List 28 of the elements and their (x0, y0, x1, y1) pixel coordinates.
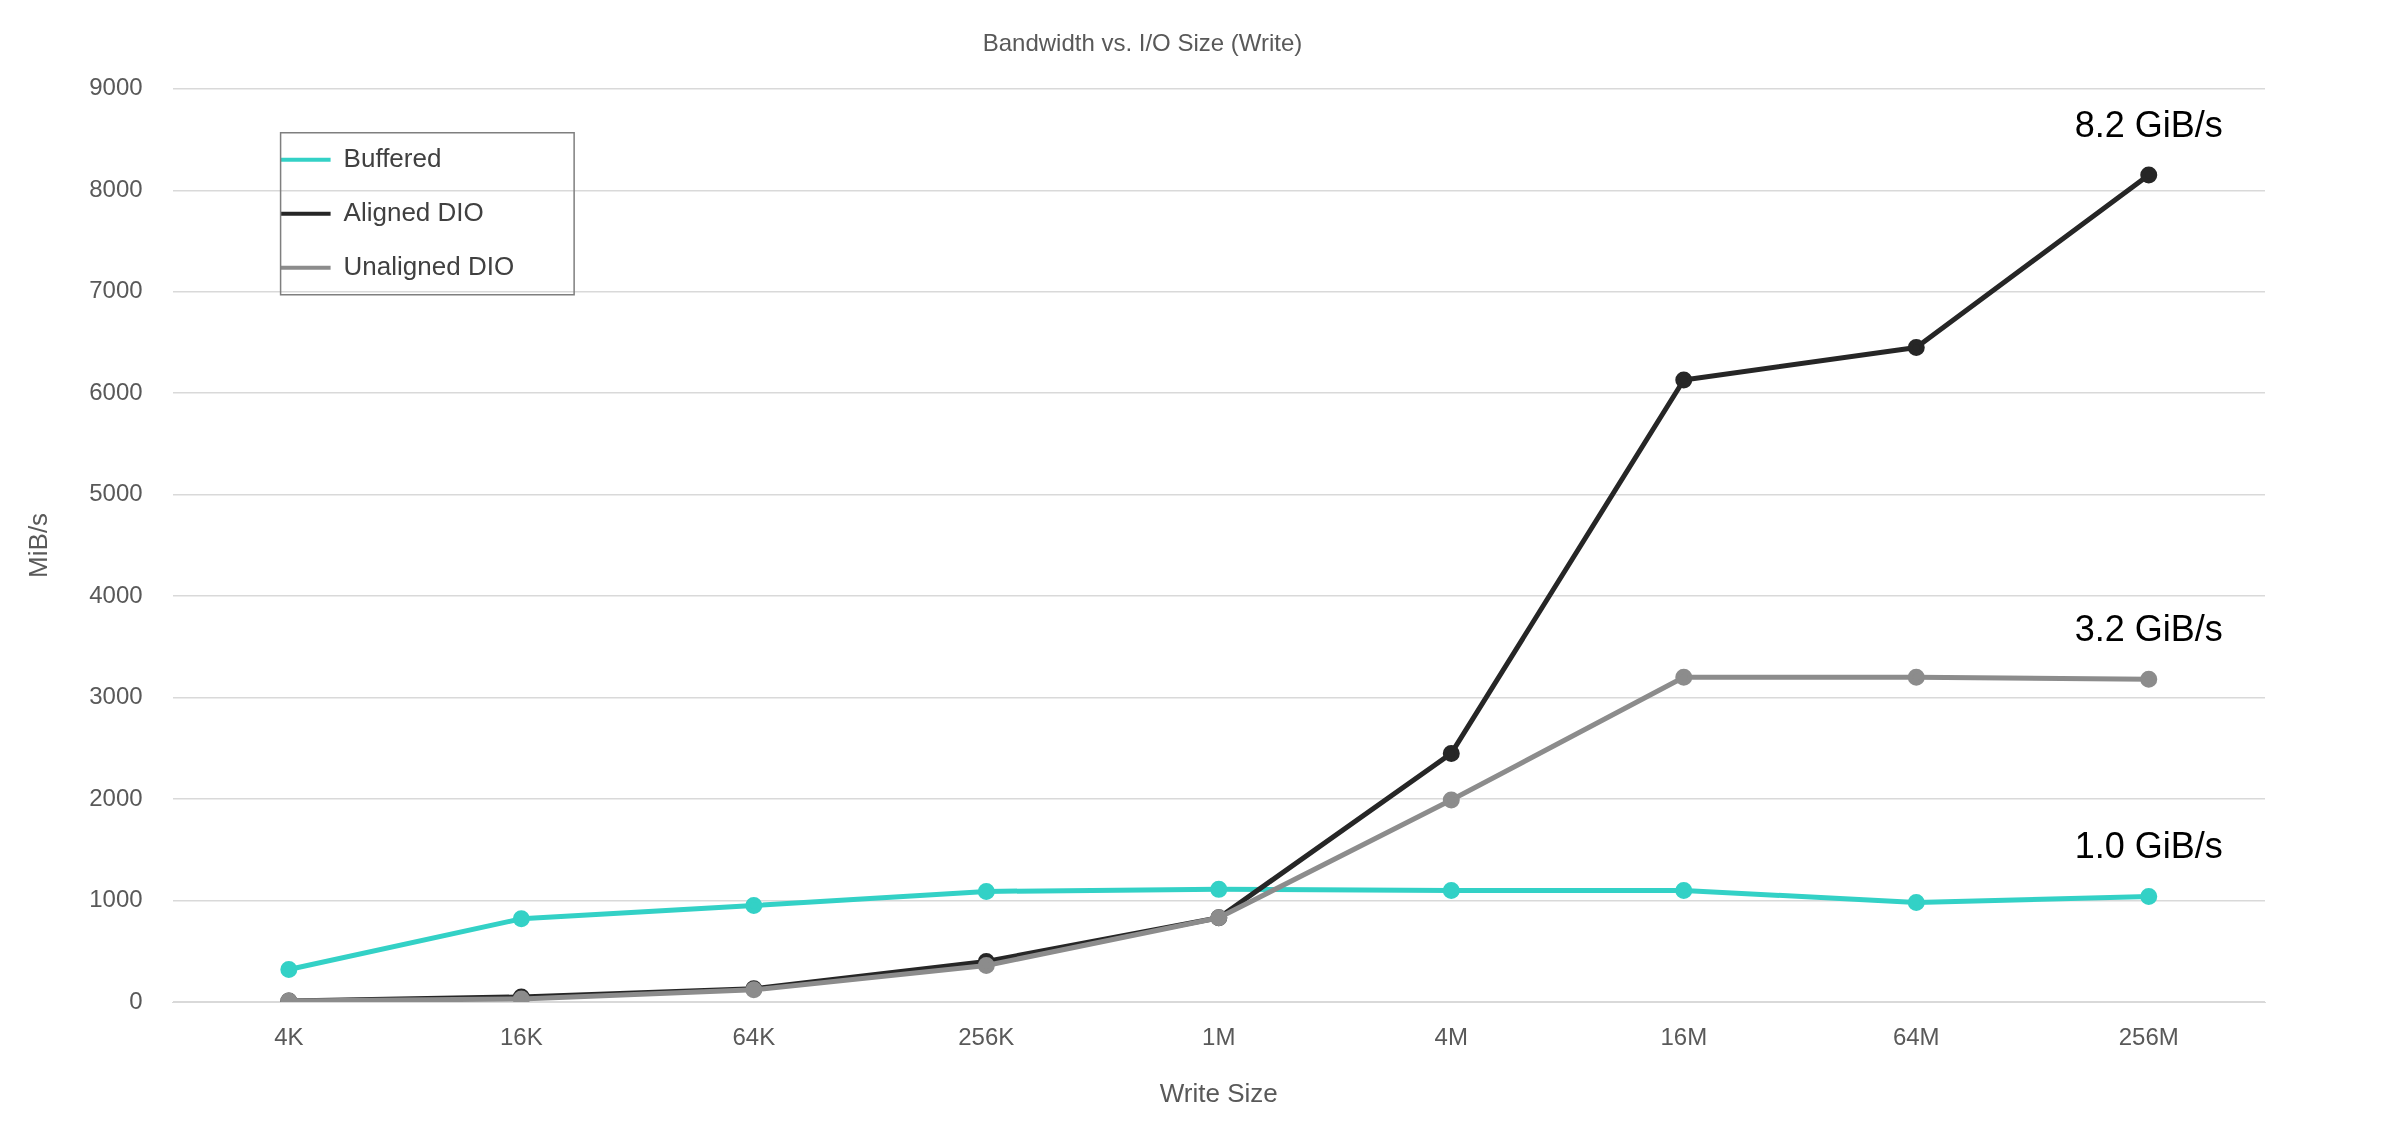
x-tick-label: 4M (1434, 1023, 1468, 1051)
legend-label: Unaligned DIO (343, 250, 515, 281)
annotation: 8.2 GiB/s (2074, 103, 2223, 145)
x-tick-label: 1M (1202, 1023, 1236, 1051)
x-tick-label: 64M (1892, 1023, 1940, 1051)
y-tick-label: 6000 (89, 377, 143, 405)
chart-title: Bandwidth vs. I/O Size (Write) (982, 29, 1303, 57)
y-tick-label: 2000 (89, 783, 143, 811)
y-tick-label: 9000 (89, 73, 143, 101)
annotation: 3.2 GiB/s (2074, 608, 2223, 650)
y-tick-label: 8000 (89, 174, 143, 202)
x-tick-label: 4K (274, 1023, 304, 1051)
x-tick-label: 256M (2118, 1023, 2179, 1051)
y-axis-title: MiB/s (22, 512, 53, 578)
y-tick-label: 4000 (89, 580, 143, 608)
legend-label: Aligned DIO (343, 196, 484, 227)
x-tick-label: 64K (732, 1023, 776, 1051)
x-tick-label: 16K (499, 1023, 543, 1051)
y-tick-label: 0 (129, 986, 143, 1014)
x-axis-title: Write Size (1159, 1077, 1278, 1108)
y-tick-label: 3000 (89, 682, 143, 710)
annotation: 1.0 GiB/s (2074, 825, 2223, 867)
x-tick-label: 256K (958, 1023, 1015, 1051)
y-tick-label: 5000 (89, 479, 143, 507)
y-tick-label: 7000 (89, 276, 143, 304)
y-tick-label: 1000 (89, 885, 143, 913)
x-tick-label: 16M (1660, 1023, 1708, 1051)
legend-label: Buffered (343, 142, 442, 173)
